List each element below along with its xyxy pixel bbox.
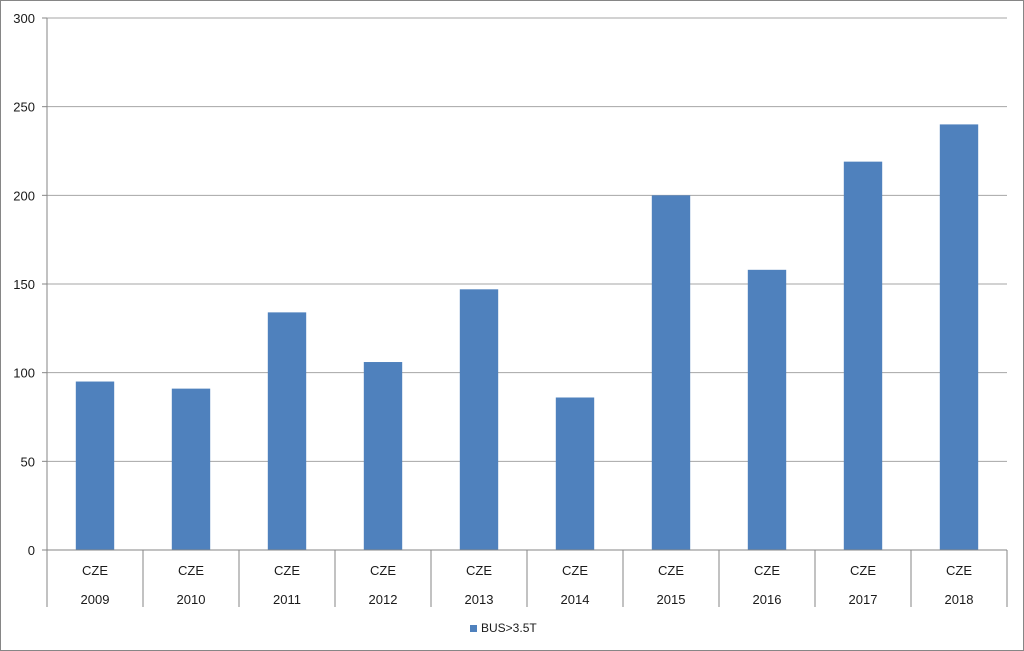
x-category-country-label: CZE — [658, 563, 684, 578]
bar-2009 — [75, 381, 115, 550]
y-tick-label: 200 — [13, 188, 35, 203]
x-category-year-label: 2014 — [561, 592, 590, 607]
legend-label: BUS>3.5T — [481, 621, 537, 635]
bar-2010 — [171, 388, 211, 550]
x-category-country-label: CZE — [178, 563, 204, 578]
y-tick-label: 0 — [28, 543, 35, 558]
bar-2012 — [363, 362, 403, 550]
bar-2014 — [555, 397, 595, 550]
bar-2018 — [939, 124, 979, 551]
x-category-country-label: CZE — [946, 563, 972, 578]
x-category-year-label: 2013 — [465, 592, 494, 607]
x-category-country-label: CZE — [466, 563, 492, 578]
x-category-year-label: 2018 — [945, 592, 974, 607]
bar-2013 — [459, 289, 499, 550]
x-category-year-label: 2011 — [273, 592, 301, 607]
y-tick-label: 250 — [13, 100, 35, 115]
y-tick-label: 150 — [13, 277, 35, 292]
x-category-country-label: CZE — [82, 563, 108, 578]
x-category-year-label: 2017 — [849, 592, 878, 607]
x-category-year-label: 2015 — [657, 592, 686, 607]
bar-2015 — [651, 195, 691, 551]
x-category-country-label: CZE — [274, 563, 300, 578]
y-tick-label: 100 — [13, 366, 35, 381]
x-category-country-label: CZE — [850, 563, 876, 578]
y-tick-label: 300 — [13, 11, 35, 26]
bar-2011 — [267, 312, 307, 550]
y-axis-ticks: 0 50 100 150 200 250 300 — [13, 11, 47, 558]
x-category-year-label: 2012 — [369, 592, 398, 607]
x-category-country-label: CZE — [754, 563, 780, 578]
bars — [75, 124, 979, 551]
x-category-year-label: 2010 — [177, 592, 206, 607]
x-axis-categories: CZE 2009 CZE 2010 CZE 2011 CZE 2012 CZE 2013 CZE 20… — [46, 550, 1008, 607]
x-category-year-label: 2009 — [81, 592, 110, 607]
legend-swatch — [470, 625, 477, 632]
x-category-country-label: CZE — [370, 563, 396, 578]
y-tick-label: 50 — [21, 454, 35, 469]
x-category-country-label: CZE — [562, 563, 588, 578]
x-category-year-label: 2016 — [753, 592, 782, 607]
bar-2017 — [843, 161, 883, 550]
bar-2016 — [747, 269, 787, 550]
legend: BUS>3.5T — [470, 621, 537, 635]
